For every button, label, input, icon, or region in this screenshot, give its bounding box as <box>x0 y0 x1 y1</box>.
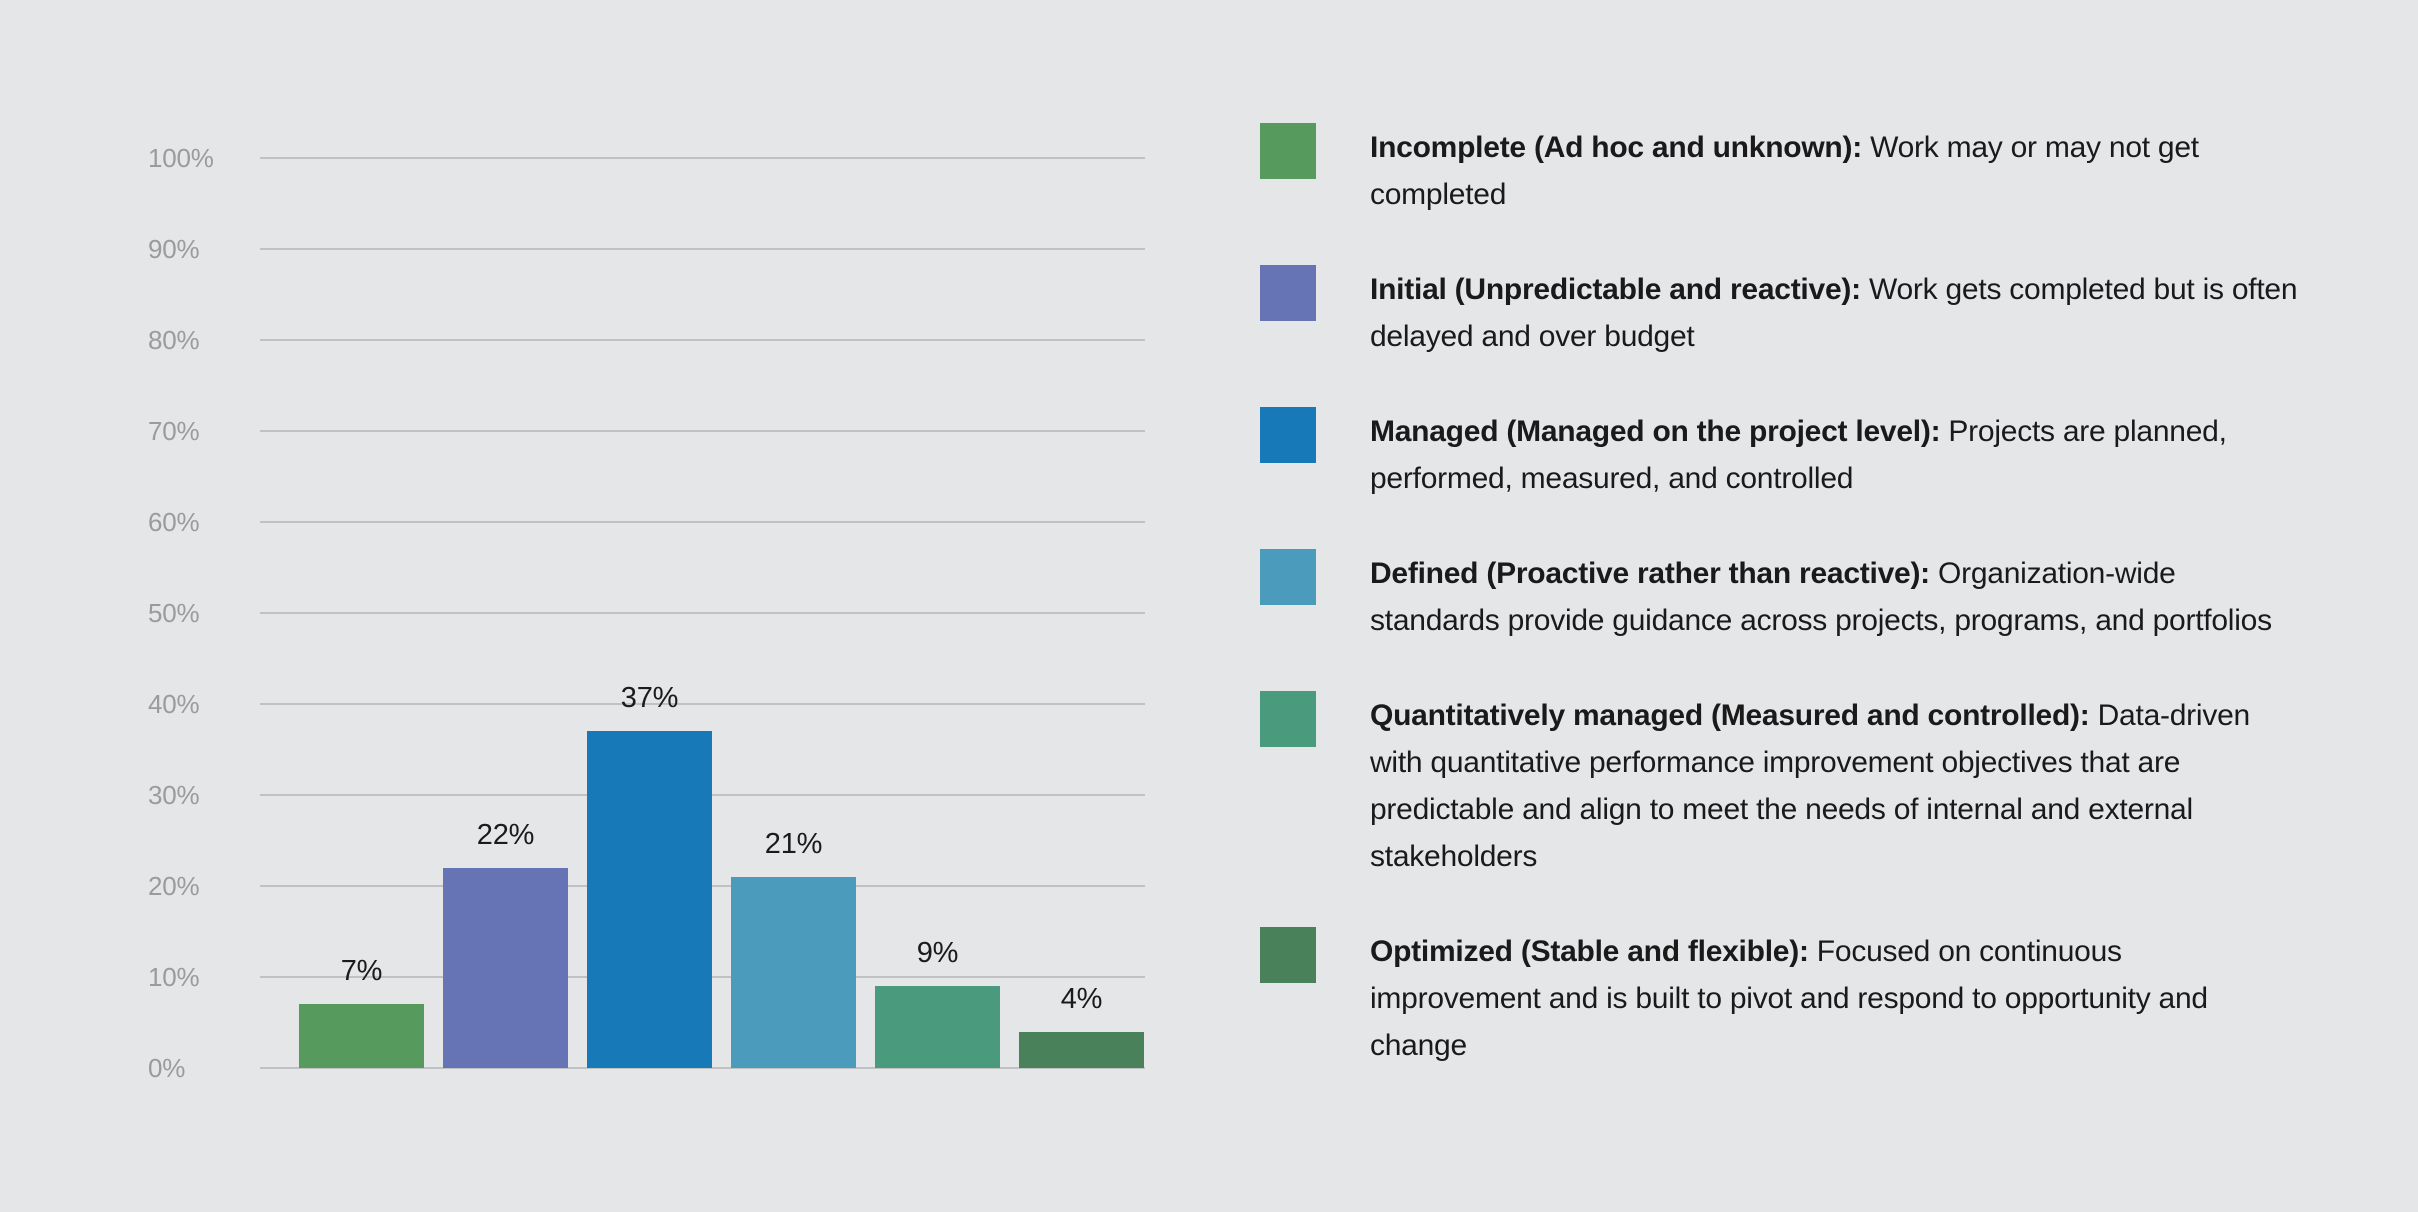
gridline <box>260 430 1145 432</box>
bar-5 <box>875 986 1000 1068</box>
legend-item: Managed (Managed on the project level): … <box>1260 407 2350 502</box>
bar-value-label: 9% <box>916 937 959 969</box>
gridline <box>260 1067 1145 1069</box>
y-axis-tick-label: 100% <box>148 143 214 173</box>
bar-4 <box>731 877 856 1068</box>
legend-item: Defined (Proactive rather than reactive)… <box>1260 549 2350 644</box>
legend-item-label: Optimized (Stable and flexible): <box>1370 935 1809 968</box>
legend-swatch-icon <box>1260 407 1316 463</box>
plot-area: 100% 90% 80% 70% 60% 50% 40% 30% 20% 10% 0% 7% 22% 37… <box>148 143 1145 1083</box>
legend-item-description: Projects are planned, performed, measure… <box>1370 415 2227 495</box>
legend-item-text: Initial (Unpredictable and reactive): Wo… <box>1370 266 2300 360</box>
legend-item: Initial (Unpredictable and reactive): Wo… <box>1260 265 2350 360</box>
y-axis-tick-label: 10% <box>148 962 200 992</box>
bar-value-label: 37% <box>620 682 679 714</box>
y-axis-tick-label: 50% <box>148 598 200 628</box>
legend-swatch-icon <box>1260 123 1316 179</box>
bar-value-label: 7% <box>340 955 383 987</box>
y-axis-tick-label: 80% <box>148 325 200 355</box>
legend-swatch-icon <box>1260 691 1316 747</box>
gridline <box>260 703 1145 705</box>
legend-swatch-icon <box>1260 927 1316 983</box>
bar-value-label: 22% <box>476 819 535 851</box>
legend-item-description: Work may or may not get completed <box>1370 131 2199 211</box>
y-axis-tick-label: 90% <box>148 234 200 264</box>
legend-item: Incomplete (Ad hoc and unknown): Work ma… <box>1260 123 2350 218</box>
y-axis-tick-label: 60% <box>148 507 200 537</box>
legend-item: Quantitatively managed (Measured and con… <box>1260 691 2350 880</box>
chart-legend: Incomplete (Ad hoc and unknown): Work ma… <box>1260 123 2350 1069</box>
bar-1 <box>299 1004 424 1068</box>
gridline <box>260 612 1145 614</box>
legend-item-label: Initial (Unpredictable and reactive): <box>1370 273 1861 306</box>
y-axis-tick-label: 20% <box>148 871 200 901</box>
bar-value-label: 21% <box>764 828 823 860</box>
y-axis-tick-label: 40% <box>148 689 200 719</box>
bar-value-label: 4% <box>1060 983 1103 1015</box>
legend-item-description: Focused on continuous improvement and is… <box>1370 935 2208 1062</box>
legend-item-description: Organization-wide standards provide guid… <box>1370 557 2272 637</box>
legend-item-text: Optimized (Stable and flexible): Focused… <box>1370 928 2300 1069</box>
gridline <box>260 339 1145 341</box>
gridline <box>260 248 1145 250</box>
y-axis-tick-label: 30% <box>148 780 200 810</box>
bar-3 <box>587 731 712 1068</box>
y-axis-tick-label: 70% <box>148 416 200 446</box>
gridline <box>260 157 1145 159</box>
legend-item-text: Quantitatively managed (Measured and con… <box>1370 692 2300 880</box>
gridline <box>260 521 1145 523</box>
legend-item-label: Incomplete (Ad hoc and unknown): <box>1370 131 1862 164</box>
legend-swatch-icon <box>1260 549 1316 605</box>
legend-item-description: Data-driven with quantitative performanc… <box>1370 699 2250 873</box>
legend-item: Optimized (Stable and flexible): Focused… <box>1260 927 2350 1069</box>
y-axis-tick-label: 0% <box>148 1053 186 1083</box>
bar-2 <box>443 868 568 1068</box>
legend-item-text: Managed (Managed on the project level): … <box>1370 408 2300 502</box>
legend-item-label: Quantitatively managed (Measured and con… <box>1370 699 2090 732</box>
legend-item-description: Work gets completed but is often delayed… <box>1370 273 2298 353</box>
bar-6 <box>1019 1032 1144 1068</box>
legend-item-text: Incomplete (Ad hoc and unknown): Work ma… <box>1370 124 2300 218</box>
legend-item-label: Managed (Managed on the project level): <box>1370 415 1941 448</box>
legend-item-text: Defined (Proactive rather than reactive)… <box>1370 550 2300 644</box>
legend-item-label: Defined (Proactive rather than reactive)… <box>1370 557 1930 590</box>
legend-swatch-icon <box>1260 265 1316 321</box>
